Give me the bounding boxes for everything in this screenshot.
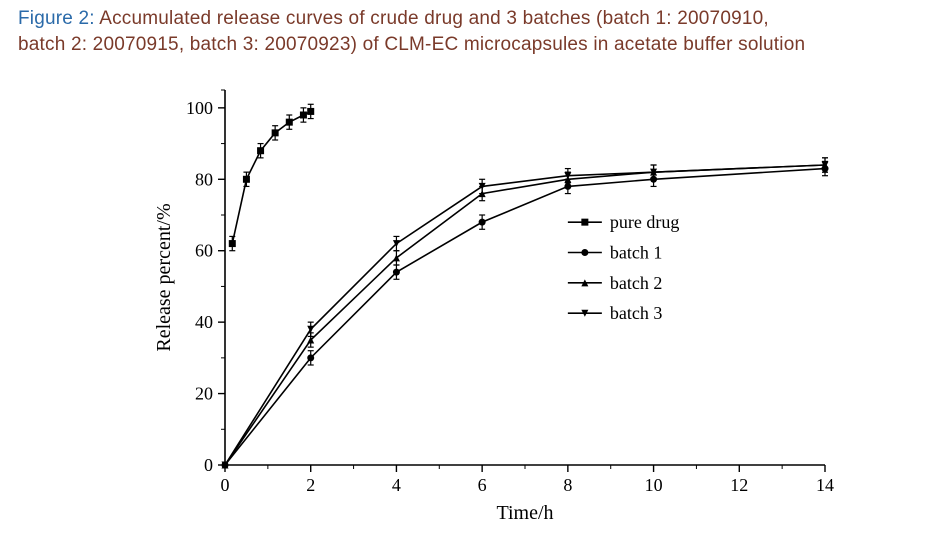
svg-text:batch 2: batch 2 bbox=[610, 273, 662, 293]
svg-text:pure drug: pure drug bbox=[610, 212, 679, 232]
svg-text:100: 100 bbox=[186, 98, 213, 118]
svg-text:batch 1: batch 1 bbox=[610, 243, 662, 263]
svg-text:Release percent/%: Release percent/% bbox=[153, 203, 175, 351]
svg-text:2: 2 bbox=[306, 475, 315, 495]
svg-text:60: 60 bbox=[195, 241, 213, 261]
svg-text:20: 20 bbox=[195, 384, 213, 404]
svg-text:0: 0 bbox=[204, 455, 213, 475]
svg-text:10: 10 bbox=[645, 475, 663, 495]
svg-text:4: 4 bbox=[392, 475, 401, 495]
svg-text:80: 80 bbox=[195, 169, 213, 189]
legend: pure drug batch 1 batch 2 batch 3 bbox=[562, 208, 700, 327]
svg-text:batch 3: batch 3 bbox=[610, 303, 662, 323]
svg-text:8: 8 bbox=[563, 475, 572, 495]
svg-text:40: 40 bbox=[195, 312, 213, 332]
release-curve-chart: 0 2 4 6 8 10 12 14 0 20 40 60 80 100 Time/h Release per… bbox=[0, 70, 952, 535]
svg-text:12: 12 bbox=[730, 475, 748, 495]
figure-caption: Figure 2: Accumulated release curves of … bbox=[18, 6, 928, 57]
svg-text:0: 0 bbox=[221, 475, 230, 495]
series-batch-1 bbox=[222, 161, 829, 468]
series-pure-drug bbox=[229, 104, 314, 250]
svg-text:14: 14 bbox=[816, 475, 834, 495]
figure-label: Figure 2: bbox=[18, 8, 95, 29]
figure-caption-line1: Accumulated release curves of crude drug… bbox=[95, 8, 769, 29]
svg-text:6: 6 bbox=[478, 475, 487, 495]
figure-caption-line2: batch 2: 20070915, batch 3: 20070923) of… bbox=[18, 34, 805, 55]
svg-text:Time/h: Time/h bbox=[496, 502, 553, 524]
